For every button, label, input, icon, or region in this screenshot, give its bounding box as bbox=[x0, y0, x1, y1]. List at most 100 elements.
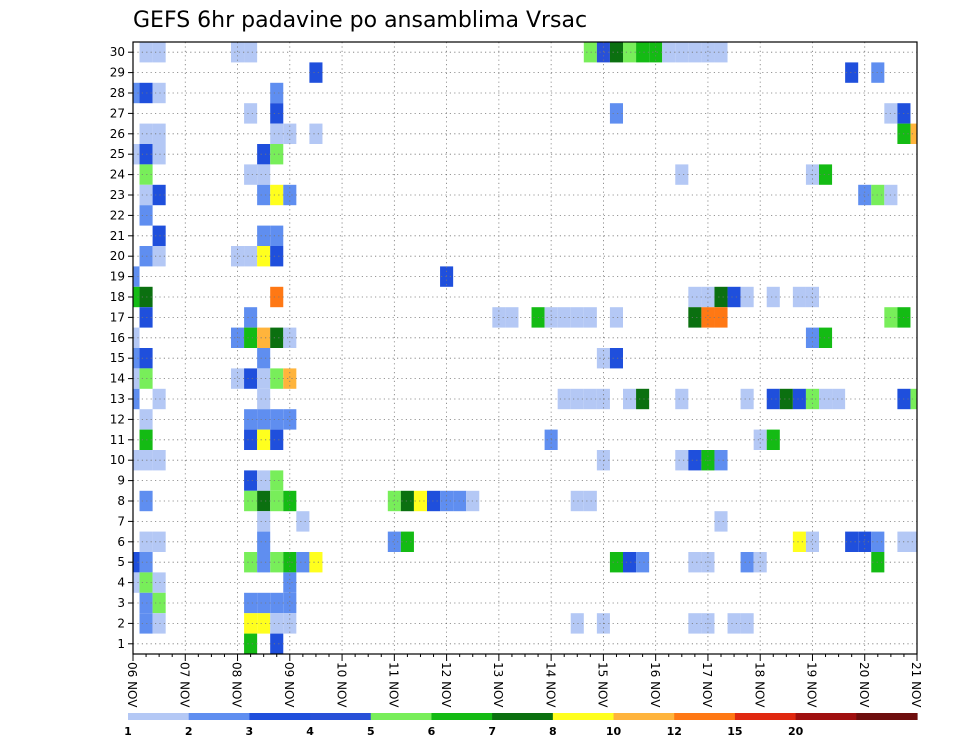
heatmap-cell bbox=[440, 490, 454, 512]
legend-label: 4 bbox=[306, 725, 314, 738]
heatmap-cell bbox=[570, 388, 584, 410]
heatmap-cell bbox=[244, 429, 258, 450]
legend-label: 20 bbox=[788, 725, 804, 738]
heatmap-cell bbox=[727, 286, 741, 308]
heatmap-cell bbox=[688, 450, 702, 471]
heatmap-cell bbox=[845, 531, 859, 552]
heatmap-cell bbox=[139, 552, 153, 573]
x-tick-label: 07 NOV bbox=[177, 662, 191, 708]
legend-label: 12 bbox=[667, 725, 682, 738]
legend-label: 10 bbox=[606, 725, 622, 738]
heatmap-cell bbox=[270, 123, 284, 144]
heatmap-cell bbox=[270, 613, 284, 634]
heatmap-cell bbox=[139, 592, 153, 614]
heatmap-cell bbox=[139, 144, 153, 165]
legend-swatch bbox=[310, 713, 372, 720]
heatmap-cell bbox=[257, 164, 271, 185]
heatmap-cell bbox=[244, 613, 258, 634]
heatmap-cell bbox=[244, 327, 258, 348]
heatmap-cell bbox=[133, 348, 140, 369]
heatmap-cell bbox=[792, 286, 806, 308]
heatmap-cell bbox=[270, 552, 284, 573]
heatmap-cell bbox=[139, 42, 153, 63]
legend-label: 3 bbox=[246, 725, 254, 738]
heatmap-cell bbox=[152, 184, 166, 206]
heatmap-cell bbox=[283, 368, 297, 389]
heatmap-cell bbox=[270, 490, 284, 512]
legend-label: 6 bbox=[428, 725, 436, 738]
heatmap-cell bbox=[139, 164, 153, 185]
legend-swatch bbox=[431, 713, 493, 720]
heatmap-cell bbox=[257, 327, 271, 348]
heatmap-cell bbox=[910, 123, 917, 144]
heatmap-cell bbox=[133, 572, 140, 593]
heatmap-cell bbox=[819, 388, 833, 410]
heatmap-cell bbox=[133, 144, 140, 165]
x-tick-label: 19 NOV bbox=[805, 662, 819, 708]
heatmap-cell bbox=[133, 450, 140, 471]
heatmap-cell bbox=[270, 368, 284, 389]
heatmap-cell bbox=[675, 42, 689, 63]
heatmap-cell bbox=[283, 592, 297, 614]
y-axis-ticks: 1234567891011121314151617181920212223242… bbox=[110, 45, 133, 651]
y-tick-label: 13 bbox=[110, 392, 125, 406]
y-tick-label: 25 bbox=[110, 147, 125, 161]
heatmap-cell bbox=[244, 592, 258, 614]
y-tick-label: 29 bbox=[110, 66, 125, 80]
x-tick-label: 11 NOV bbox=[387, 662, 401, 708]
heatmap-cell bbox=[270, 470, 284, 491]
heatmap-cell bbox=[858, 531, 872, 552]
heatmap-cell bbox=[387, 490, 401, 512]
heatmap-cell bbox=[139, 307, 153, 328]
heatmap-cell bbox=[270, 286, 284, 308]
y-tick-label: 24 bbox=[110, 168, 125, 182]
heatmap-cell bbox=[740, 552, 754, 573]
heatmap-cell bbox=[244, 470, 258, 491]
heatmap-cell bbox=[257, 388, 271, 410]
heatmap-cell bbox=[570, 490, 584, 512]
heatmap-cell bbox=[871, 531, 885, 552]
heatmap-cell bbox=[139, 368, 153, 389]
x-tick-label: 10 NOV bbox=[334, 662, 348, 708]
heatmap-cell bbox=[244, 368, 258, 389]
heatmap-cell bbox=[714, 286, 728, 308]
color-legend: 1 2 3 4 5 6 7 8 10 12 15 20 bbox=[124, 713, 918, 738]
x-tick-label: 15 NOV bbox=[596, 662, 610, 708]
heatmap-cell bbox=[779, 388, 793, 410]
y-tick-label: 21 bbox=[110, 229, 125, 243]
heatmap-cell bbox=[139, 82, 153, 104]
heatmap-cell bbox=[152, 225, 166, 246]
heatmap-cell bbox=[714, 307, 728, 328]
heatmap-cell bbox=[570, 307, 584, 328]
heatmap-cell bbox=[701, 42, 715, 63]
heatmap-cell bbox=[871, 184, 885, 206]
heatmap-cell bbox=[257, 592, 271, 614]
heatmap-cell bbox=[257, 246, 271, 267]
heatmap-cell bbox=[832, 388, 846, 410]
heatmap-cell bbox=[688, 286, 702, 308]
y-tick-label: 30 bbox=[110, 45, 125, 59]
heatmap-cell bbox=[766, 429, 780, 450]
heatmap-cell bbox=[270, 82, 284, 104]
heatmap-cell bbox=[152, 450, 166, 471]
heatmap-cell bbox=[139, 184, 153, 206]
x-tick-label: 14 NOV bbox=[543, 662, 557, 708]
legend-swatch bbox=[795, 713, 857, 720]
x-tick-label: 06 NOV bbox=[125, 662, 139, 708]
chart-title: GEFS 6hr padavine po ansamblima Vrsac bbox=[133, 8, 587, 33]
heatmap-cell bbox=[152, 82, 166, 104]
y-tick-label: 22 bbox=[110, 208, 125, 222]
heatmap-cell bbox=[152, 42, 166, 63]
heatmap-cell bbox=[296, 511, 310, 532]
heatmap-cell bbox=[139, 450, 153, 471]
heatmap-cell bbox=[152, 246, 166, 267]
heatmap-cell bbox=[283, 184, 297, 206]
heatmap-cell bbox=[427, 490, 441, 512]
heatmap-cell bbox=[244, 490, 258, 512]
heatmap-cell bbox=[727, 613, 741, 634]
heatmap-cell bbox=[283, 572, 297, 593]
heatmap-cell bbox=[609, 42, 623, 63]
x-tick-label: 08 NOV bbox=[230, 662, 244, 708]
heatmap-cell bbox=[257, 429, 271, 450]
